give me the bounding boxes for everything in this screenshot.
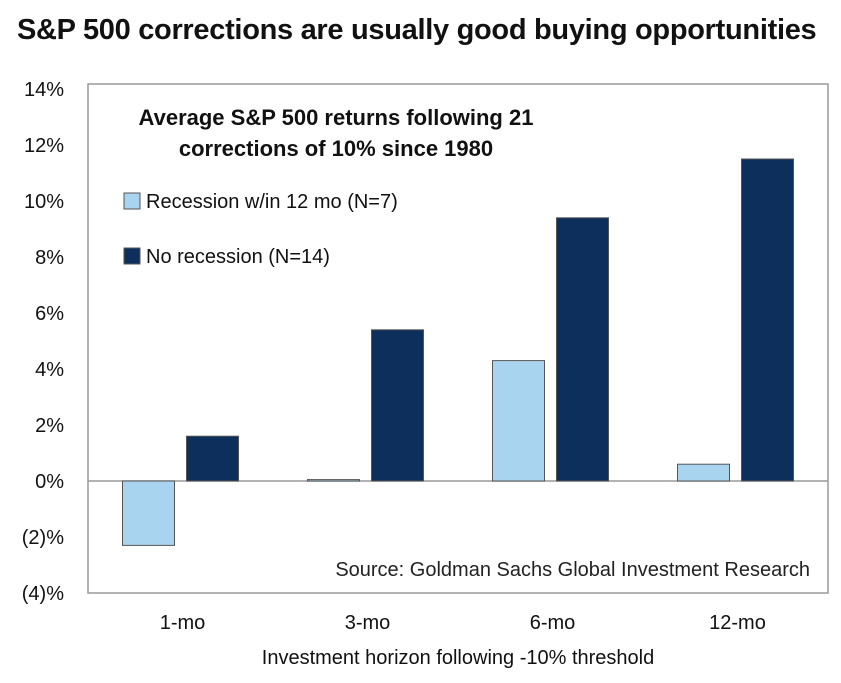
legend: Recession w/in 12 mo (N=7) No recession (… <box>123 191 398 268</box>
y-axis: 14% 12% 10% 8% 6% 4% 2% 0% (2)% (4)% <box>22 79 64 605</box>
bar-recession-3-mo <box>307 479 360 482</box>
x-tick-label: 1-mo <box>160 612 206 634</box>
headline: S&P 500 corrections are usually good buy… <box>17 14 817 46</box>
y-tick-label: (4)% <box>22 583 64 605</box>
bar-recession-6-mo <box>492 360 545 482</box>
y-tick-label: 0% <box>35 471 64 493</box>
chart-title-line-2: corrections of 10% since 1980 <box>179 136 493 161</box>
legend-swatch <box>123 192 141 210</box>
bar-no-recession-1-mo <box>186 435 239 482</box>
x-tick-label: 6-mo <box>530 612 576 634</box>
legend-swatch <box>123 247 141 265</box>
y-tick-label: 8% <box>35 247 64 269</box>
bar-no-recession-12-mo <box>741 158 794 482</box>
x-tick-label: 12-mo <box>709 612 766 634</box>
chart-title-line-1: Average S&P 500 returns following 21 <box>139 105 534 130</box>
y-tick-label: (2)% <box>22 527 64 549</box>
bar-recession-12-mo <box>677 463 730 482</box>
x-axis: 1-mo 3-mo 6-mo 12-mo <box>160 612 766 634</box>
bar-series <box>122 158 794 546</box>
legend-label: No recession (N=14) <box>146 246 330 268</box>
x-axis-label: Investment horizon following -10% thresh… <box>262 647 654 669</box>
x-tick-label: 3-mo <box>345 612 391 634</box>
bar-no-recession-3-mo <box>371 329 424 482</box>
plot-frame <box>87 83 829 594</box>
legend-label: Recession w/in 12 mo (N=7) <box>146 191 398 213</box>
y-tick-label: 6% <box>35 303 64 325</box>
y-tick-label: 12% <box>24 135 64 157</box>
y-tick-label: 2% <box>35 415 64 437</box>
source-annotation: Source: Goldman Sachs Global Investment … <box>335 559 810 581</box>
y-tick-label: 4% <box>35 359 64 381</box>
bar-no-recession-6-mo <box>556 217 609 482</box>
y-tick-label: 14% <box>24 79 64 101</box>
bar-recession-1-mo <box>122 480 175 546</box>
y-tick-label: 10% <box>24 191 64 213</box>
